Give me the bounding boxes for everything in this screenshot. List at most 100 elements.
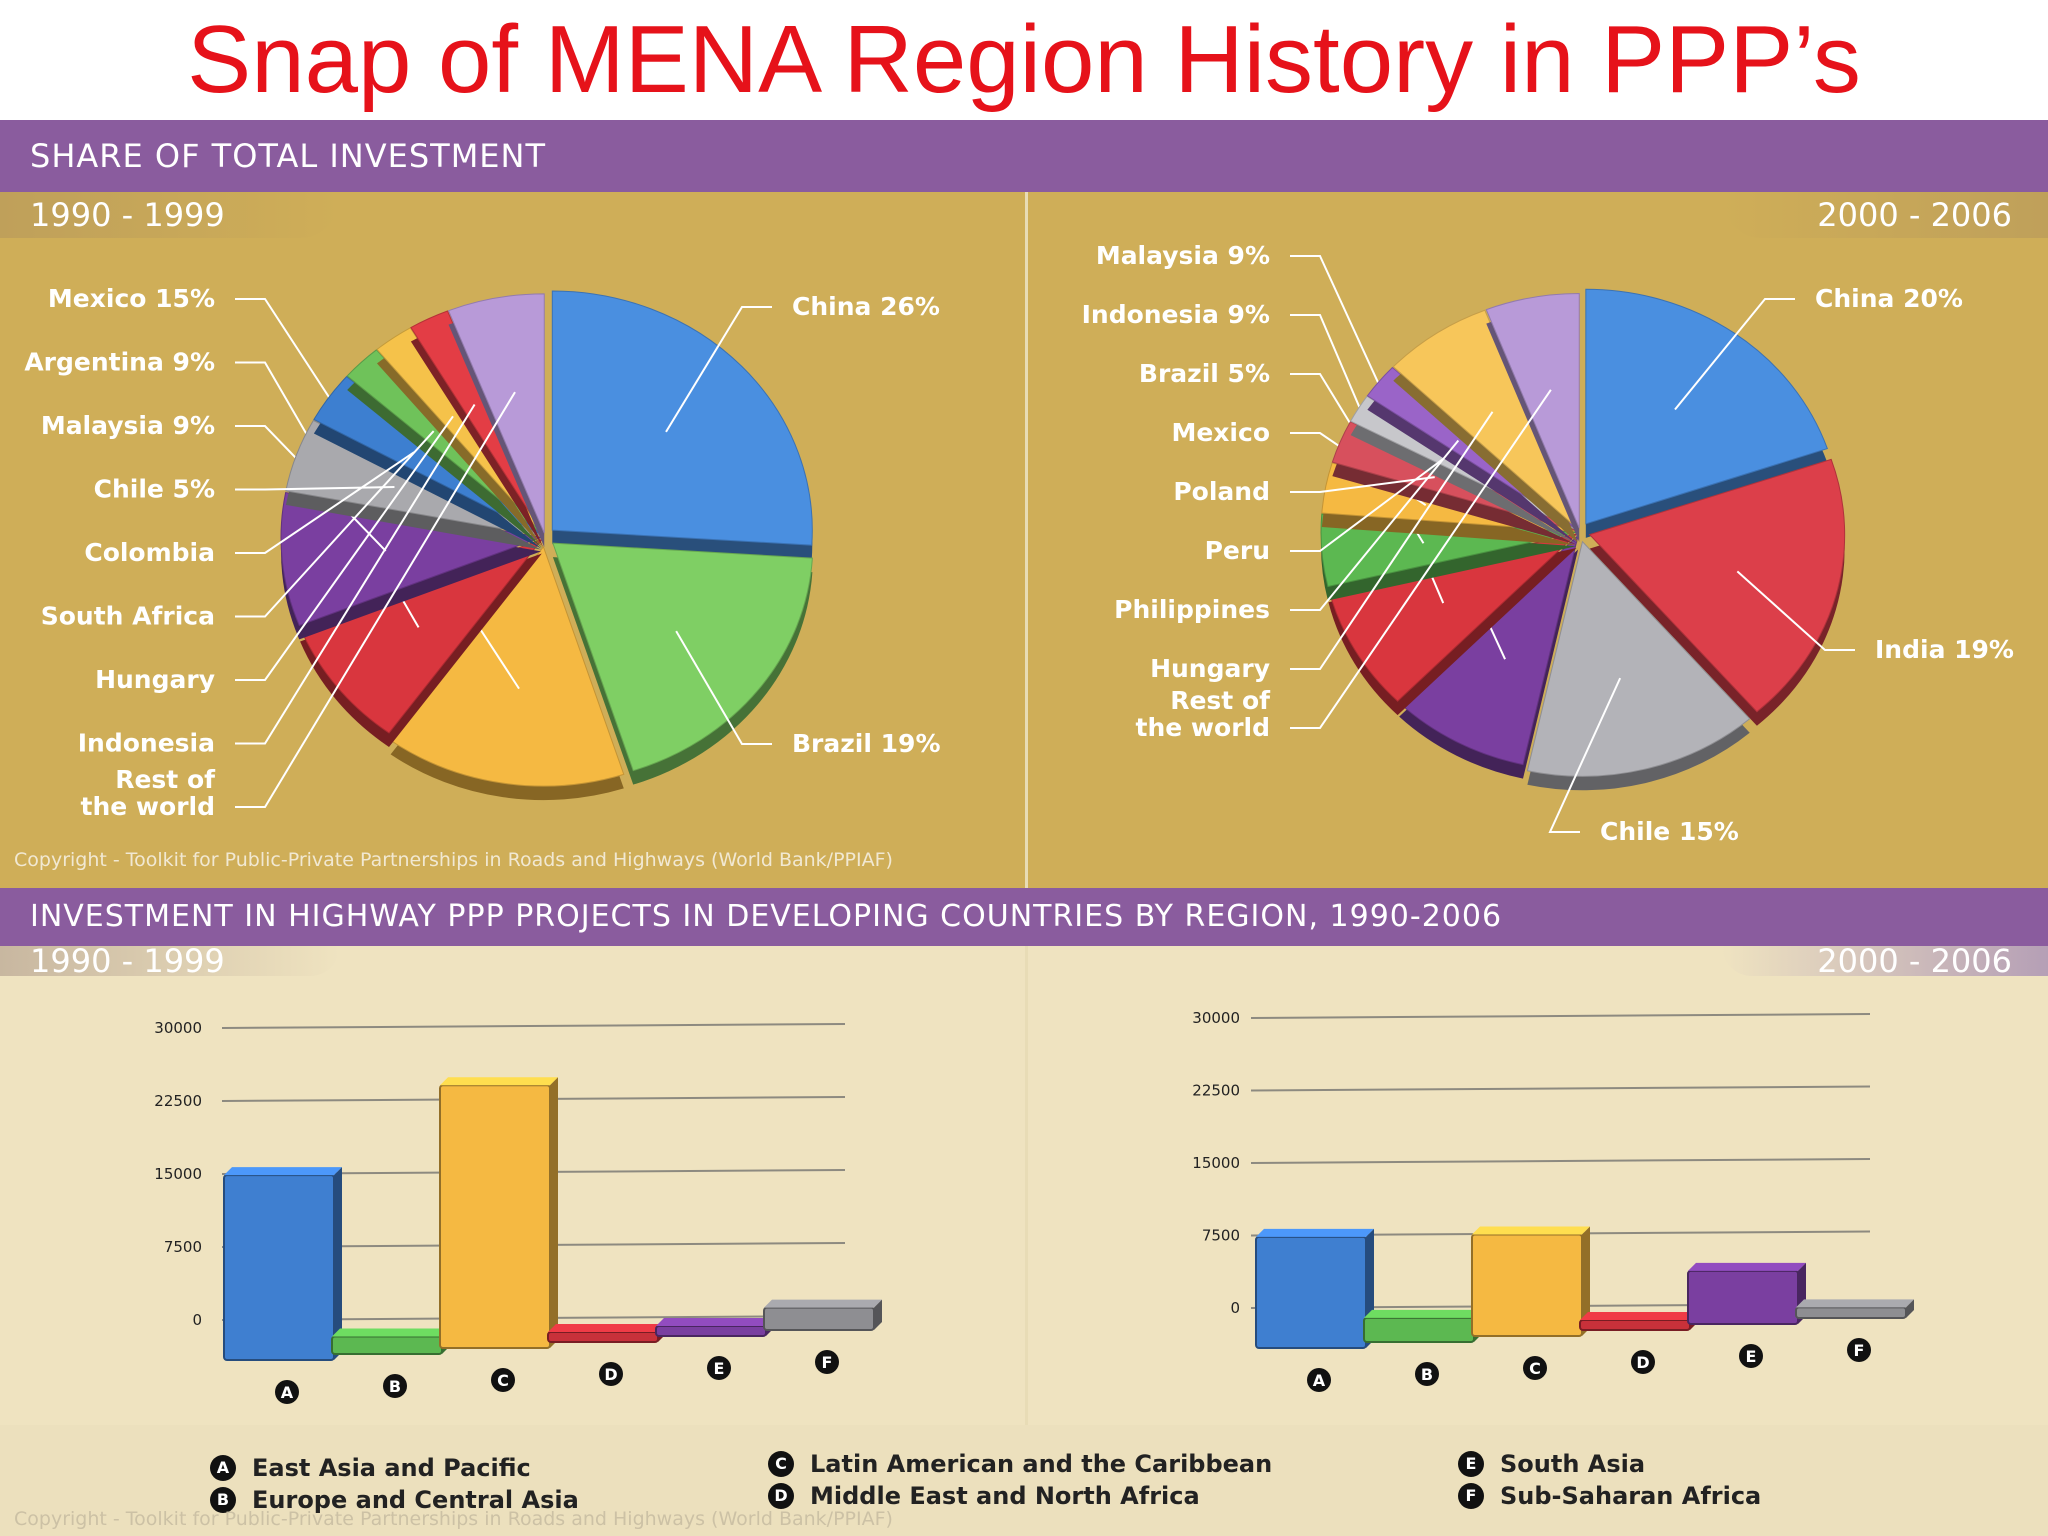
period-label-right: 2000 - 2006 <box>1722 192 2048 238</box>
grid-line <box>1250 1013 1871 1019</box>
category-label: F <box>1854 1341 1865 1360</box>
leader-line <box>1736 570 1855 651</box>
legend-item-d: D Middle East and North Africa <box>768 1482 1200 1510</box>
pie-slice-hungary: Hungary <box>1150 309 1579 683</box>
leader-line <box>675 630 772 745</box>
tick-label: 30000 <box>1192 1009 1240 1027</box>
category-label: B <box>389 1377 401 1396</box>
bar-d: D <box>1579 1312 1698 1374</box>
category-label: E <box>1746 1347 1757 1366</box>
legend-item-b: B Europe and Central Asia <box>210 1486 579 1514</box>
pie-slice-indonesia: Indonesia <box>78 310 544 758</box>
category-badge <box>383 1374 407 1398</box>
pie-label-indonesia: Indonesia <box>78 729 215 758</box>
bar-d: D <box>547 1324 666 1386</box>
tick-label: 15000 <box>1192 1154 1240 1172</box>
bar-e: E <box>655 1318 774 1380</box>
pie-chart-2000-2006: China 20% India 19% Chile 15% Malaysia 9% In… <box>1082 241 2014 846</box>
pie-label-colombia: Colombia <box>84 538 215 567</box>
leader-line <box>665 306 772 433</box>
pie-label-china-26: China 26% <box>792 292 940 321</box>
legend-key: F <box>1458 1483 1484 1509</box>
leader-line <box>1290 389 1552 729</box>
legend-label: Europe and Central Asia <box>252 1486 579 1514</box>
copyright-note: Copyright - Toolkit for Public-Private P… <box>14 849 893 871</box>
bar-b: B <box>1363 1309 1482 1386</box>
grid-line <box>221 1023 846 1029</box>
tick-label: 0 <box>1230 1299 1240 1317</box>
legend-key: E <box>1458 1451 1484 1477</box>
bar-e: E <box>1687 1262 1806 1368</box>
category-label: A <box>281 1383 294 1402</box>
pie-slice-brazil-19: Brazil 19% <box>552 542 941 785</box>
period-label-left-bars: 1990 - 1999 <box>0 945 340 977</box>
category-badge <box>707 1356 731 1380</box>
leader-line <box>235 430 435 618</box>
category-badge <box>1847 1338 1871 1362</box>
leader-line <box>235 486 395 491</box>
category-badge <box>1631 1350 1655 1374</box>
pie-label-hungary: Hungary <box>95 665 215 694</box>
legend-label: Sub-Saharan Africa <box>1500 1482 1762 1510</box>
grid-line <box>1250 1085 1871 1092</box>
legend-label: Middle East and North Africa <box>810 1482 1200 1510</box>
period-label-right-bars: 2000 - 2006 <box>1722 945 2048 977</box>
page-title: Snap of MENA Region History in PPP’s <box>187 6 1861 113</box>
pie-label-china-20: China 20% <box>1815 284 1963 313</box>
leader-line <box>1290 456 1447 552</box>
legend-label: Latin American and the Caribbean <box>810 1450 1273 1478</box>
tick-label: 7500 <box>164 1238 202 1256</box>
pie-label-mexico: Mexico <box>1171 418 1270 447</box>
section-heading-share: SHARE OF TOTAL INVESTMENT <box>0 120 2048 192</box>
pie-label-rest-of-the-world: Rest of <box>1170 686 1271 715</box>
legend-key: C <box>768 1451 794 1477</box>
pie-label-philippines: Philippines <box>1114 595 1270 624</box>
category-badge <box>1739 1344 1763 1368</box>
leader-line <box>1290 439 1460 611</box>
bar-c: C <box>439 1077 558 1392</box>
pie-chart-1990-1999: China 26% Brazil 19% Mexico 15% Argentina 9… <box>24 284 941 821</box>
pie-label-peru: Peru <box>1205 536 1270 565</box>
pie-slice-india-19: India 19% <box>1588 458 2014 726</box>
pie-label-chile-15: Chile 15% <box>1600 817 1739 846</box>
bar-chart-1990-1999: 0 7500 15000 22500 30000 A B C D E F <box>154 1019 882 1404</box>
category-label: D <box>604 1365 617 1384</box>
pie-label-brazil-19: Brazil 19% <box>792 729 941 758</box>
leader-line <box>235 451 415 554</box>
legend-item-c: C Latin American and the Caribbean <box>768 1450 1272 1478</box>
pie-slice-malaysia-9: Malaysia 9% <box>1096 241 1579 779</box>
leader-line <box>235 403 476 745</box>
panel-divider <box>1025 192 1028 888</box>
bar-f: F <box>1795 1299 1914 1362</box>
pie-label-poland: Poland <box>1173 477 1270 506</box>
legend-key: A <box>210 1455 236 1481</box>
category-badge <box>491 1368 515 1392</box>
pie-slice-hungary: Hungary <box>95 327 544 694</box>
leader-line <box>1290 476 1435 493</box>
pie-label-mexico-15: Mexico 15% <box>48 284 215 313</box>
leader-line <box>1548 677 1622 833</box>
category-label: C <box>497 1371 509 1390</box>
bar-chart-2000-2006: 0 7500 15000 22500 30000 A B C D E F <box>1192 1009 1914 1392</box>
category-label: A <box>1313 1371 1326 1390</box>
legend-area <box>0 1425 2048 1536</box>
category-label: E <box>714 1359 725 1378</box>
tick-label: 30000 <box>154 1019 202 1037</box>
leader-line <box>235 415 454 681</box>
pie-slice-chile-15: Chile 15% <box>1526 540 1751 846</box>
category-badge <box>1523 1356 1547 1380</box>
pie-slice-argentina-9: Argentina 9% <box>24 348 544 747</box>
pie-label-rest-of-the-world: the world <box>1136 713 1270 742</box>
tick-label: 7500 <box>1202 1227 1240 1245</box>
category-label: F <box>822 1353 833 1372</box>
bar-f: F <box>763 1299 882 1374</box>
panel-divider-bars <box>1025 946 1028 1426</box>
bar-a: A <box>223 1167 342 1404</box>
pie-label-hungary: Hungary <box>1150 654 1270 683</box>
leader-line <box>235 391 516 808</box>
copyright-note-bottom: Copyright - Toolkit for Public-Private P… <box>14 1508 893 1530</box>
legend-key: D <box>768 1483 794 1509</box>
legend-key: B <box>210 1487 236 1513</box>
tick-label: 22500 <box>1192 1082 1240 1100</box>
